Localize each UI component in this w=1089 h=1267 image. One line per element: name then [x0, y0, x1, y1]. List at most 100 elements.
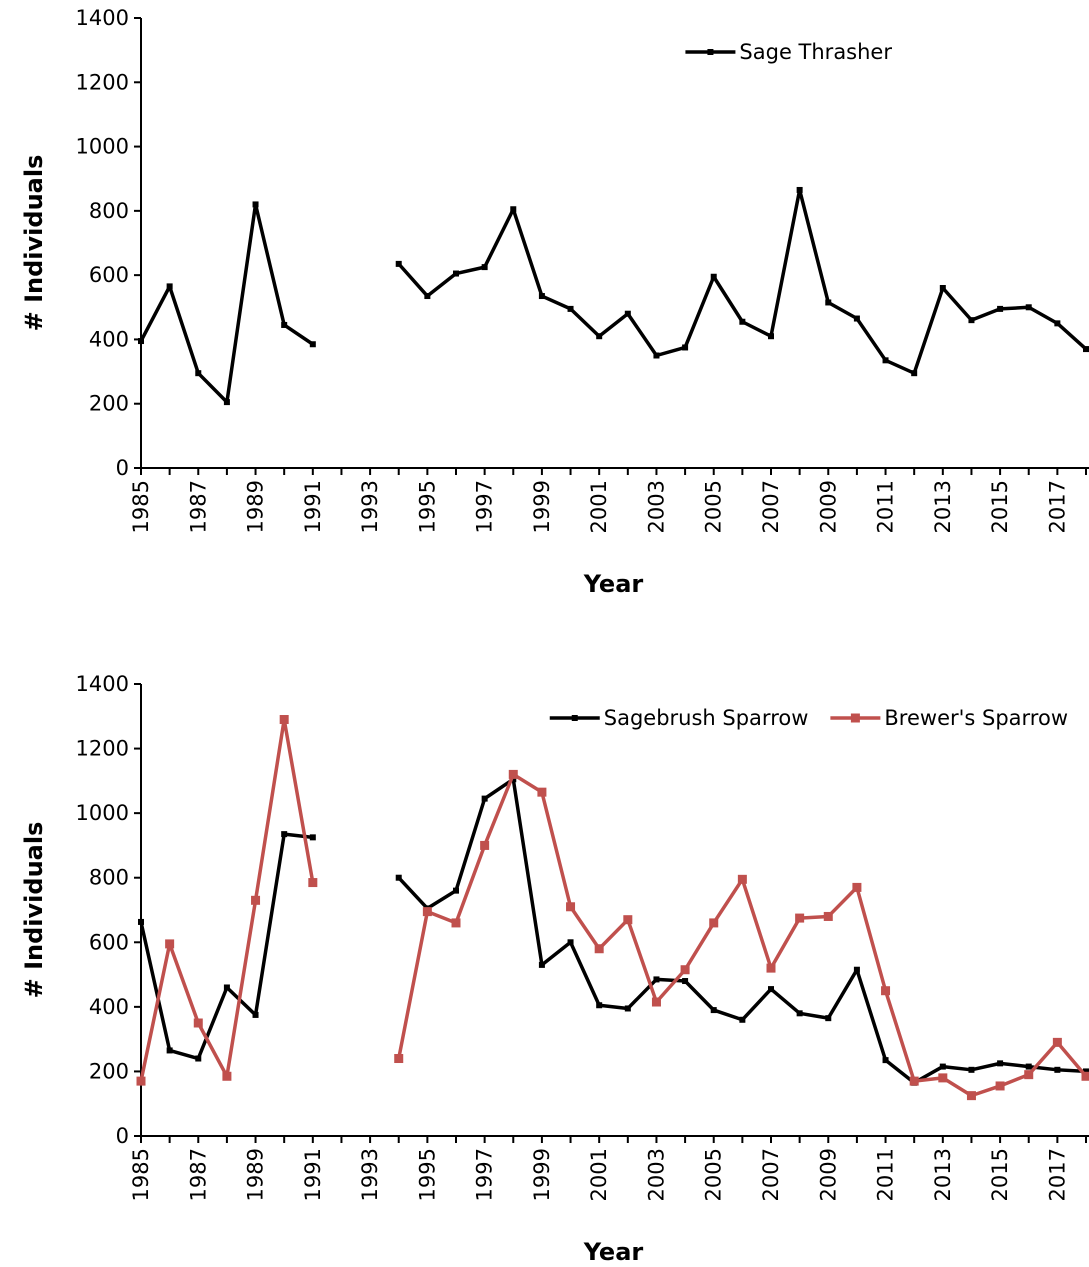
- data-point: [797, 1010, 803, 1016]
- data-point: [797, 187, 803, 193]
- data-point: [566, 902, 575, 911]
- data-point: [251, 896, 260, 905]
- data-point: [997, 306, 1003, 312]
- data-point: [738, 875, 747, 884]
- legend-marker: [572, 715, 578, 721]
- data-point: [396, 261, 402, 267]
- x-axis-title: Year: [583, 1238, 644, 1263]
- data-point: [1026, 1064, 1032, 1070]
- x-tick-label: 1985: [129, 480, 153, 533]
- x-tick-label: 1995: [415, 480, 439, 533]
- x-tick-label: 1993: [358, 1148, 382, 1201]
- data-point: [281, 322, 287, 328]
- data-point: [709, 918, 718, 927]
- data-point: [968, 1067, 974, 1073]
- data-point: [596, 1002, 602, 1008]
- data-point: [480, 841, 489, 850]
- data-point: [795, 914, 804, 923]
- y-tick-label: 0: [116, 456, 129, 480]
- data-point: [310, 341, 316, 347]
- x-tick-label: 2015: [988, 1148, 1012, 1201]
- y-tick-label: 1000: [76, 135, 129, 159]
- x-tick-label: 2005: [702, 1148, 726, 1201]
- x-tick-label: 2001: [587, 480, 611, 533]
- y-tick-label: 800: [89, 866, 129, 890]
- data-point: [509, 770, 518, 779]
- data-point: [883, 1057, 889, 1063]
- data-point: [167, 1047, 173, 1053]
- x-tick-label: 1991: [301, 480, 325, 533]
- data-point: [482, 796, 488, 802]
- x-tick-label: 2005: [702, 480, 726, 533]
- data-point: [711, 274, 717, 280]
- y-axis-title: # Individuals: [20, 155, 48, 332]
- data-point: [911, 370, 917, 376]
- data-point: [568, 306, 574, 312]
- data-point: [137, 1077, 146, 1086]
- x-tick-label: 1999: [530, 1148, 554, 1201]
- data-point: [280, 715, 289, 724]
- y-tick-label: 1400: [76, 6, 129, 30]
- data-point: [394, 1054, 403, 1063]
- data-point: [224, 399, 230, 405]
- y-tick-label: 600: [89, 263, 129, 287]
- y-tick-label: 200: [89, 1059, 129, 1083]
- data-point: [997, 1060, 1003, 1066]
- data-point: [682, 978, 688, 984]
- data-point: [711, 1007, 717, 1013]
- data-point: [825, 299, 831, 305]
- data-point: [768, 333, 774, 339]
- data-point: [281, 831, 287, 837]
- data-point: [1054, 320, 1060, 326]
- x-tick-label: 2013: [931, 1148, 955, 1201]
- data-point: [1082, 1072, 1089, 1081]
- y-tick-label: 1200: [76, 737, 129, 761]
- x-tick-label: 2015: [988, 480, 1012, 533]
- x-tick-label: 1989: [244, 1148, 268, 1201]
- data-point: [453, 271, 459, 277]
- data-point: [625, 311, 631, 317]
- series-line: [399, 779, 1086, 1082]
- x-tick-label: 1987: [186, 480, 210, 533]
- data-point: [453, 888, 459, 894]
- data-point: [482, 264, 488, 270]
- data-point: [165, 939, 174, 948]
- data-point: [138, 919, 144, 925]
- data-point: [967, 1091, 976, 1100]
- series-line: [399, 190, 1086, 373]
- data-point: [767, 964, 776, 973]
- data-point: [681, 965, 690, 974]
- data-point: [423, 907, 432, 916]
- data-point: [739, 319, 745, 325]
- x-tick-label: 2017: [1045, 1148, 1069, 1201]
- y-tick-label: 1200: [76, 70, 129, 94]
- x-tick-label: 1997: [473, 480, 497, 533]
- data-point: [653, 353, 659, 359]
- y-tick-label: 0: [116, 1124, 129, 1148]
- series-line: [399, 774, 1086, 1095]
- x-tick-label: 1987: [186, 1148, 210, 1201]
- data-point: [824, 912, 833, 921]
- data-point: [852, 883, 861, 892]
- data-point: [253, 201, 259, 207]
- data-point: [222, 1072, 231, 1081]
- legend-label: Brewer's Sparrow: [884, 706, 1068, 730]
- data-point: [768, 986, 774, 992]
- y-tick-label: 1000: [76, 801, 129, 825]
- data-point: [825, 1015, 831, 1021]
- legend: Sage Thrasher: [685, 40, 892, 64]
- data-point: [940, 1064, 946, 1070]
- data-point: [1024, 1070, 1033, 1079]
- x-tick-label: 2011: [874, 1148, 898, 1201]
- x-tick-label: 2007: [759, 1148, 783, 1201]
- series-line: [141, 720, 313, 1082]
- data-point: [596, 333, 602, 339]
- data-point: [938, 1073, 947, 1082]
- x-tick-label: 2017: [1045, 480, 1069, 533]
- data-point: [396, 875, 402, 881]
- data-point: [940, 285, 946, 291]
- data-point: [537, 788, 546, 797]
- data-point: [854, 967, 860, 973]
